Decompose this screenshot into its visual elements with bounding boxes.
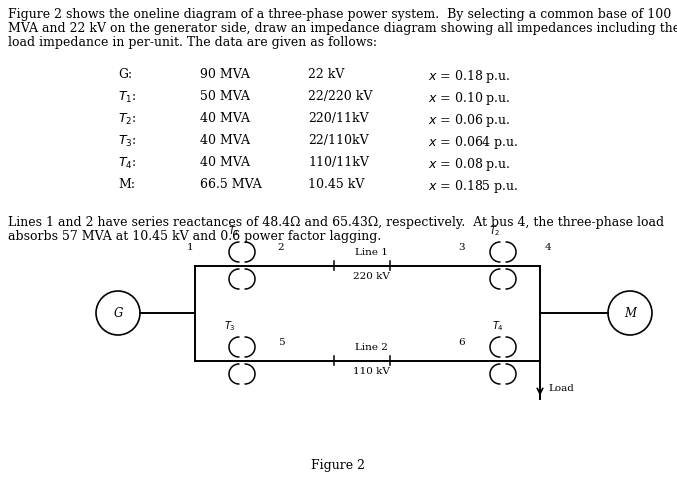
Text: Line 2: Line 2: [355, 343, 388, 351]
Text: 22/110kV: 22/110kV: [308, 134, 368, 147]
Text: $x$ = 0.064 p.u.: $x$ = 0.064 p.u.: [428, 134, 519, 151]
Text: 3: 3: [459, 243, 465, 251]
Text: $T_4$: $T_4$: [492, 318, 504, 333]
Text: 220/11kV: 220/11kV: [308, 112, 368, 125]
Text: $T_2$: $T_2$: [489, 224, 501, 238]
Text: 220 kV: 220 kV: [353, 271, 390, 280]
Text: Lines 1 and 2 have series reactances of 48.4Ω and 65.43Ω, respectively.  At bus : Lines 1 and 2 have series reactances of …: [8, 216, 664, 229]
Text: 5: 5: [278, 338, 284, 346]
Text: 2: 2: [278, 243, 284, 251]
Text: 22/220 kV: 22/220 kV: [308, 90, 372, 103]
Text: $T_3$: $T_3$: [224, 318, 236, 333]
Text: G:: G:: [118, 68, 132, 81]
Text: $T_3$:: $T_3$:: [118, 134, 137, 149]
Text: 110/11kV: 110/11kV: [308, 156, 369, 169]
Text: 40 MVA: 40 MVA: [200, 112, 250, 125]
Text: 6: 6: [459, 338, 465, 346]
Text: Line 1: Line 1: [355, 247, 388, 256]
Text: 4: 4: [545, 243, 551, 251]
Text: 90 MVA: 90 MVA: [200, 68, 250, 81]
Text: Figure 2: Figure 2: [311, 459, 365, 472]
Text: 40 MVA: 40 MVA: [200, 134, 250, 147]
Text: 40 MVA: 40 MVA: [200, 156, 250, 169]
Text: $T_1$: $T_1$: [228, 224, 240, 238]
Text: 66.5 MVA: 66.5 MVA: [200, 178, 262, 191]
Text: Load: Load: [548, 384, 574, 393]
Text: $x$ = 0.10 p.u.: $x$ = 0.10 p.u.: [428, 90, 510, 107]
Text: $T_2$:: $T_2$:: [118, 112, 137, 127]
Text: 1: 1: [187, 243, 194, 251]
Text: Figure 2 shows the oneline diagram of a three-phase power system.  By selecting : Figure 2 shows the oneline diagram of a …: [8, 8, 672, 21]
Text: $x$ = 0.185 p.u.: $x$ = 0.185 p.u.: [428, 178, 519, 195]
Text: $T_4$:: $T_4$:: [118, 156, 137, 171]
Text: $T_1$:: $T_1$:: [118, 90, 137, 105]
Text: 10.45 kV: 10.45 kV: [308, 178, 364, 191]
Text: load impedance in per-unit. The data are given as follows:: load impedance in per-unit. The data are…: [8, 36, 377, 49]
Text: absorbs 57 MVA at 10.45 kV and 0.6 power factor lagging.: absorbs 57 MVA at 10.45 kV and 0.6 power…: [8, 230, 381, 243]
Text: M: M: [624, 307, 636, 319]
Text: 50 MVA: 50 MVA: [200, 90, 250, 103]
Text: $x$ = 0.06 p.u.: $x$ = 0.06 p.u.: [428, 112, 510, 129]
Text: MVA and 22 kV on the generator side, draw an impedance diagram showing all imped: MVA and 22 kV on the generator side, dra…: [8, 22, 677, 35]
Text: 110 kV: 110 kV: [353, 367, 390, 375]
Text: 22 kV: 22 kV: [308, 68, 345, 81]
Text: $x$ = 0.08 p.u.: $x$ = 0.08 p.u.: [428, 156, 510, 173]
Text: G: G: [113, 307, 123, 319]
Text: M:: M:: [118, 178, 135, 191]
Text: $x$ = 0.18 p.u.: $x$ = 0.18 p.u.: [428, 68, 510, 85]
